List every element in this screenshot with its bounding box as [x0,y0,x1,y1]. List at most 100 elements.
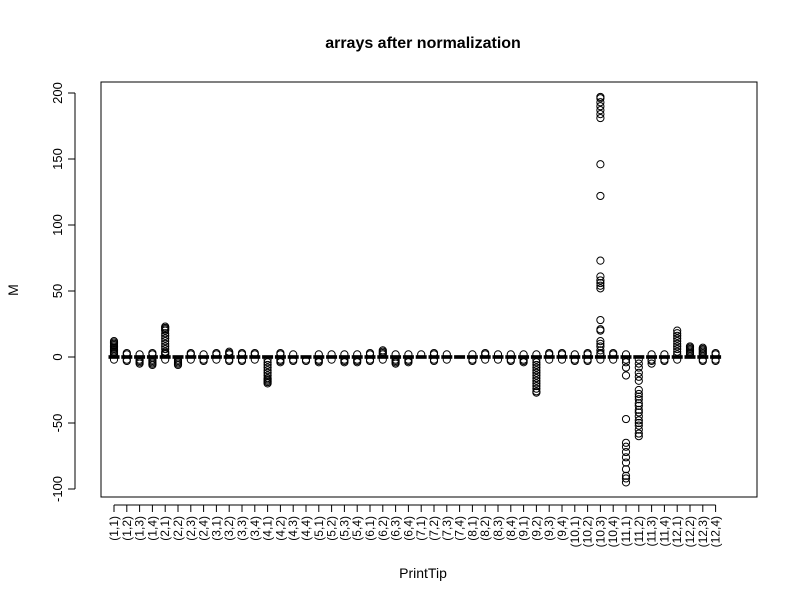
outlier-point [634,408,643,417]
outlier-point [429,355,439,364]
x-axis: (1,1)(1,2)(1,3)(1,4)(2,1)(2,2)(2,3)(2,4)… [107,504,723,547]
x-tick-label: (7,3) [440,516,454,541]
box-group [428,348,440,366]
x-tick-label: (2,4) [197,516,211,541]
y-tick-label: 50 [50,284,65,298]
box-group [198,350,210,366]
outlier-point [698,343,707,352]
outlier-point [263,360,272,370]
outlier-point [634,355,643,364]
box-group [556,348,568,364]
x-tick-label: (9,1) [517,516,531,541]
outlier-point [596,337,605,346]
outlier-point [711,355,720,364]
outlier-point [442,350,451,359]
x-axis-label: PrintTip [399,565,447,581]
outlier-point [161,339,170,348]
outlier-point [673,347,682,356]
box-group [108,337,120,364]
outlier-point [557,348,567,358]
x-tick-label: (6,3) [389,516,403,541]
x-tick-label: (9,2) [529,516,543,541]
box-group [633,355,645,441]
outlier-point [135,350,144,359]
x-tick-label: (3,2) [222,516,236,541]
outlier-point [532,366,541,375]
outlier-point [314,355,323,364]
outlier-point [532,384,541,393]
outlier-point [596,106,605,115]
outlier-point [148,348,157,358]
outlier-point [161,337,170,346]
outlier-point [621,355,631,364]
x-tick-label: (4,3) [286,516,300,541]
outlier-point [621,474,631,483]
box-group [236,348,248,366]
outlier-point [289,355,298,364]
outlier-point [711,348,720,358]
box-group [505,350,517,366]
outlier-point [186,348,195,358]
outlier-point [148,355,157,364]
outlier-point [583,348,592,358]
outlier-point [353,350,362,359]
outlier-point [570,355,579,364]
outlier-point [212,348,221,358]
outlier-point [519,350,528,359]
x-tick-label: (12,2) [683,516,697,547]
outlier-point [532,376,541,385]
box-group [594,92,606,364]
box-group [313,350,325,367]
outlier-point [596,355,605,364]
outlier-point [621,438,631,447]
outlier-point [481,348,490,358]
box-group [466,350,478,366]
outlier-point [583,355,592,364]
outlier-point [532,358,541,367]
outlier-point [596,113,605,123]
outlier-point [596,342,605,351]
x-tick-label: (3,1) [209,516,223,541]
outlier-point [327,355,336,364]
chart-title: arrays after normalization [325,35,521,52]
outlier-point [493,350,503,359]
x-tick-label: (7,2) [427,516,441,541]
outlier-point [173,355,183,364]
x-tick-label: (12,4) [709,516,723,547]
x-tick-label: (5,1) [312,516,326,541]
outlier-point [557,355,567,364]
box-group [646,350,658,368]
x-tick-label: (11,1) [619,516,633,546]
outlier-point [596,278,605,288]
box-group [518,350,530,367]
x-tick-label: (4,4) [299,516,313,541]
outlier-point [378,355,387,364]
x-tick-label: (6,4) [401,516,415,541]
outlier-point [468,355,477,364]
outlier-point [634,429,643,438]
outlier-point [250,355,259,364]
outlier-point [673,339,682,348]
x-tick-label: (7,4) [453,516,467,541]
box-group [569,350,581,366]
x-tick-label: (11,2) [632,516,646,546]
box-group [671,326,683,364]
outlier-point [340,350,349,359]
x-tick-label: (11,4) [657,516,671,546]
outlier-point [391,350,400,359]
outlier-point [647,359,656,368]
x-tick-label: (10,3) [593,516,607,547]
x-tick-label: (11,3) [645,516,659,546]
box-group [684,342,696,359]
outlier-point [237,355,247,364]
outlier-point [621,350,631,359]
outlier-point [199,350,208,359]
box-group [338,350,350,367]
box-group [223,347,235,366]
x-tick-label: (9,3) [542,516,556,541]
outlier-point [442,355,451,364]
box-group [262,355,274,388]
box-group [415,350,427,359]
outlier-point [596,348,605,358]
